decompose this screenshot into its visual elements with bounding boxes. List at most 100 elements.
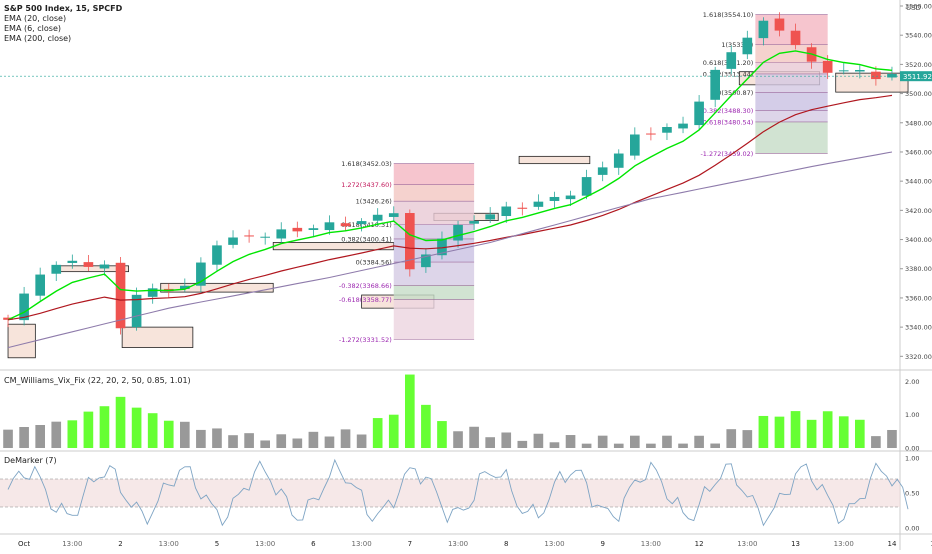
candle-body bbox=[838, 70, 849, 72]
vix-bar bbox=[212, 428, 222, 448]
candle-body bbox=[855, 69, 865, 72]
candle-body bbox=[147, 288, 158, 297]
time-tick-label: 13:00 bbox=[930, 540, 932, 548]
candle-body bbox=[549, 196, 560, 201]
time-tick-label: 5 bbox=[215, 540, 219, 548]
vix-bar bbox=[324, 436, 335, 448]
fib-left-level-label: 0(3384.56) bbox=[356, 259, 392, 267]
price-tick-label: 3460.00 bbox=[905, 148, 932, 156]
candle-body bbox=[613, 153, 624, 168]
vix-tick-label: 1.00 bbox=[905, 411, 919, 419]
vix-bar bbox=[83, 411, 94, 448]
price-tick-label: 3340.00 bbox=[905, 324, 932, 332]
fib-left-level-label: -1.272(3331.52) bbox=[339, 336, 392, 344]
candle-body bbox=[19, 293, 29, 321]
currency-label: USD bbox=[906, 4, 921, 12]
candle-body bbox=[774, 18, 785, 31]
vix-bar bbox=[244, 433, 254, 448]
time-tick-label: 13:00 bbox=[641, 540, 661, 548]
candle-body bbox=[469, 221, 479, 224]
fib-left-level-label: 1.618(3452.03) bbox=[341, 160, 392, 168]
fib-right-level-label: 1.618(3554.10) bbox=[703, 11, 754, 19]
vix-bar bbox=[308, 431, 319, 448]
vix-bar bbox=[405, 374, 415, 448]
zone-box bbox=[272, 242, 395, 251]
vix-bar bbox=[678, 443, 688, 448]
vix-bar bbox=[517, 440, 528, 448]
candle-body bbox=[51, 264, 62, 274]
vix-bar bbox=[758, 415, 769, 448]
candle-body bbox=[742, 37, 753, 55]
price-tick-label: 3560.00 bbox=[905, 3, 932, 11]
time-tick-label: 2 bbox=[118, 540, 122, 548]
fib-left-level-label: 0.382(3400.41) bbox=[341, 235, 392, 243]
fib-left-band bbox=[393, 285, 475, 300]
vix-bar bbox=[19, 427, 29, 448]
demarker-tick-label: 0.00 bbox=[905, 525, 919, 533]
zone-box bbox=[121, 326, 194, 348]
price-tick-label: 3320.00 bbox=[905, 353, 932, 361]
time-tick-label: 13:00 bbox=[255, 540, 275, 548]
vix-bar bbox=[147, 413, 158, 448]
price-tick-label: 3520.00 bbox=[905, 61, 932, 69]
vix-bar bbox=[35, 424, 45, 448]
candle-body bbox=[871, 71, 881, 80]
candle-body bbox=[437, 238, 447, 256]
vix-bar bbox=[565, 435, 576, 448]
fib-left-level-label: -0.618(3358.77) bbox=[339, 296, 392, 304]
vix-bar bbox=[871, 436, 881, 448]
fib-left-level-label: -0.382(3368.66) bbox=[339, 282, 392, 290]
time-tick-label: 7 bbox=[408, 540, 412, 548]
ema20-line bbox=[7, 94, 893, 321]
candle-body bbox=[324, 222, 335, 231]
last-price-badge bbox=[900, 71, 932, 82]
vix-bar bbox=[51, 421, 62, 448]
vix-bar bbox=[806, 419, 817, 448]
candle-body bbox=[115, 262, 126, 329]
vix-bar bbox=[630, 435, 640, 448]
candle-body bbox=[758, 20, 769, 39]
vix-bar bbox=[340, 429, 351, 448]
demarker-line bbox=[7, 458, 909, 527]
time-tick-label: 13:00 bbox=[834, 540, 854, 548]
vix-bar bbox=[356, 434, 367, 448]
vix-bar bbox=[131, 407, 142, 448]
candle-body bbox=[501, 206, 512, 217]
time-tick-label: 14 bbox=[888, 540, 897, 548]
candle-body bbox=[99, 264, 110, 269]
vix-bar bbox=[163, 420, 174, 448]
zone-box bbox=[518, 155, 591, 165]
last-price-label: 3511.92 bbox=[903, 73, 932, 81]
vix-bar bbox=[388, 414, 399, 448]
price-tick-label: 3420.00 bbox=[905, 207, 932, 215]
vix-bar bbox=[694, 435, 704, 448]
vix-tick-label: 2.00 bbox=[905, 378, 919, 386]
vix-legend: CM_Williams_Vix_Fix (22, 20, 2, 50, 0.85… bbox=[4, 376, 191, 386]
vix-bar bbox=[67, 420, 78, 448]
time-tick-label: 13:00 bbox=[352, 540, 372, 548]
candle-body bbox=[388, 213, 399, 217]
legend-ema20: EMA (20, close) bbox=[4, 14, 67, 23]
time-tick-label: 12 bbox=[695, 540, 704, 548]
candle-body bbox=[196, 262, 206, 286]
vix-bar bbox=[3, 429, 13, 448]
candle-body bbox=[630, 134, 640, 156]
vix-bar bbox=[180, 421, 190, 448]
candle-body bbox=[67, 260, 78, 263]
time-tick-label: Oct bbox=[18, 540, 30, 548]
fib-right-band bbox=[755, 73, 828, 93]
zone-box bbox=[160, 282, 274, 293]
candle-body bbox=[710, 69, 720, 100]
candle-body bbox=[35, 274, 45, 296]
candle-body bbox=[83, 262, 94, 267]
fib-right-level-label: -0.618(3480.54) bbox=[700, 118, 753, 126]
vix-tick-label: 0.00 bbox=[905, 445, 919, 453]
price-tick-label: 3540.00 bbox=[905, 32, 932, 40]
legend-ema200: EMA (200, close) bbox=[4, 34, 72, 43]
candle-body bbox=[646, 133, 656, 135]
demarker-band bbox=[0, 479, 900, 507]
candle-body bbox=[678, 123, 688, 129]
price-tick-label: 3360.00 bbox=[905, 294, 932, 302]
